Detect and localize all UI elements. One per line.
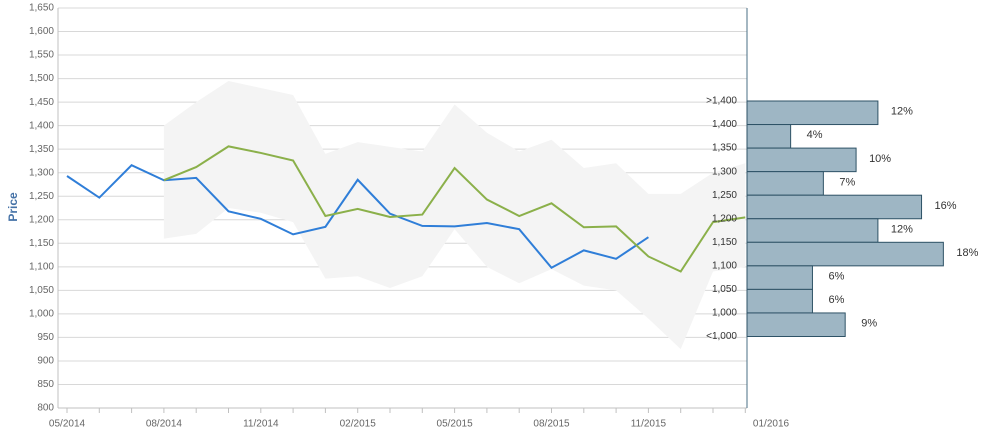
histogram-edge-label: 1,100 bbox=[712, 260, 737, 271]
y-axis-label: Price bbox=[6, 192, 20, 222]
bar-value-label: 4% bbox=[807, 129, 823, 141]
histogram-edge-label: 1,350 bbox=[712, 143, 737, 154]
bar-value-label: 16% bbox=[935, 200, 957, 212]
y-tick-label: 850 bbox=[37, 379, 54, 390]
histogram-edge-label: <1,000 bbox=[706, 331, 737, 342]
bar-value-label: 9% bbox=[861, 318, 877, 330]
y-tick-label: 1,150 bbox=[29, 238, 54, 249]
y-tick-label: 800 bbox=[37, 403, 54, 414]
y-tick-label: 1,100 bbox=[29, 261, 54, 272]
y-tick-label: 1,600 bbox=[29, 26, 54, 37]
y-tick-label: 1,650 bbox=[29, 3, 54, 14]
range-band bbox=[163, 80, 746, 350]
histogram-bar bbox=[746, 100, 879, 126]
y-tick-label: 1,500 bbox=[29, 73, 54, 84]
x-tick-label: 11/2014 bbox=[243, 419, 279, 430]
bar-value-label: 7% bbox=[839, 176, 855, 188]
x-tick-label: 11/2015 bbox=[631, 419, 667, 430]
x-tick-label: 05/2015 bbox=[437, 419, 474, 430]
bar-value-label: 10% bbox=[869, 153, 891, 165]
x-tick-label: 02/2015 bbox=[340, 419, 377, 430]
histogram-bar bbox=[746, 147, 857, 173]
histogram-bar bbox=[746, 312, 846, 338]
bar-value-label: 6% bbox=[829, 271, 845, 283]
histogram-edge-label: 1,400 bbox=[712, 119, 737, 130]
histogram-edge-label: 1,000 bbox=[712, 308, 737, 319]
histogram-bar bbox=[746, 288, 813, 314]
bar-value-label: 12% bbox=[891, 223, 913, 235]
bar-value-label: 6% bbox=[829, 294, 845, 306]
y-tick-label: 1,250 bbox=[29, 191, 54, 202]
bar-value-label: 18% bbox=[956, 247, 978, 259]
y-tick-label: 1,200 bbox=[29, 214, 54, 225]
y-tick-label: 1,550 bbox=[29, 50, 54, 61]
histogram-edge-label: 1,200 bbox=[712, 213, 737, 224]
histogram-date: 01/2016 bbox=[753, 419, 790, 430]
histogram-bar bbox=[746, 194, 923, 220]
y-tick-label: 1,000 bbox=[29, 309, 54, 320]
x-tick-label: 08/2014 bbox=[146, 419, 183, 430]
histogram-bar bbox=[746, 241, 944, 267]
histogram-edge-label: >1,400 bbox=[706, 96, 737, 107]
histogram-bar bbox=[746, 171, 824, 196]
histogram-bar bbox=[746, 265, 813, 290]
y-tick-label: 1,300 bbox=[29, 167, 54, 178]
histogram-edge-label: 1,300 bbox=[712, 166, 737, 177]
histogram-edge-label: 1,150 bbox=[712, 237, 737, 248]
bar-value-label: 12% bbox=[891, 106, 913, 118]
histogram-bar bbox=[746, 218, 879, 243]
x-tick-label: 05/2014 bbox=[49, 419, 86, 430]
y-tick-label: 1,450 bbox=[29, 97, 54, 108]
histogram-bar bbox=[746, 124, 792, 149]
x-tick-label: 08/2015 bbox=[533, 419, 570, 430]
y-tick-label: 950 bbox=[37, 332, 54, 343]
y-tick-label: 900 bbox=[37, 356, 54, 367]
line-series bbox=[163, 145, 746, 273]
y-tick-label: 1,050 bbox=[29, 285, 54, 296]
histogram-edge-label: 1,250 bbox=[712, 190, 737, 201]
histogram-edge-label: 1,050 bbox=[712, 284, 737, 295]
y-tick-label: 1,350 bbox=[29, 144, 54, 155]
y-tick-label: 1,400 bbox=[29, 120, 54, 131]
